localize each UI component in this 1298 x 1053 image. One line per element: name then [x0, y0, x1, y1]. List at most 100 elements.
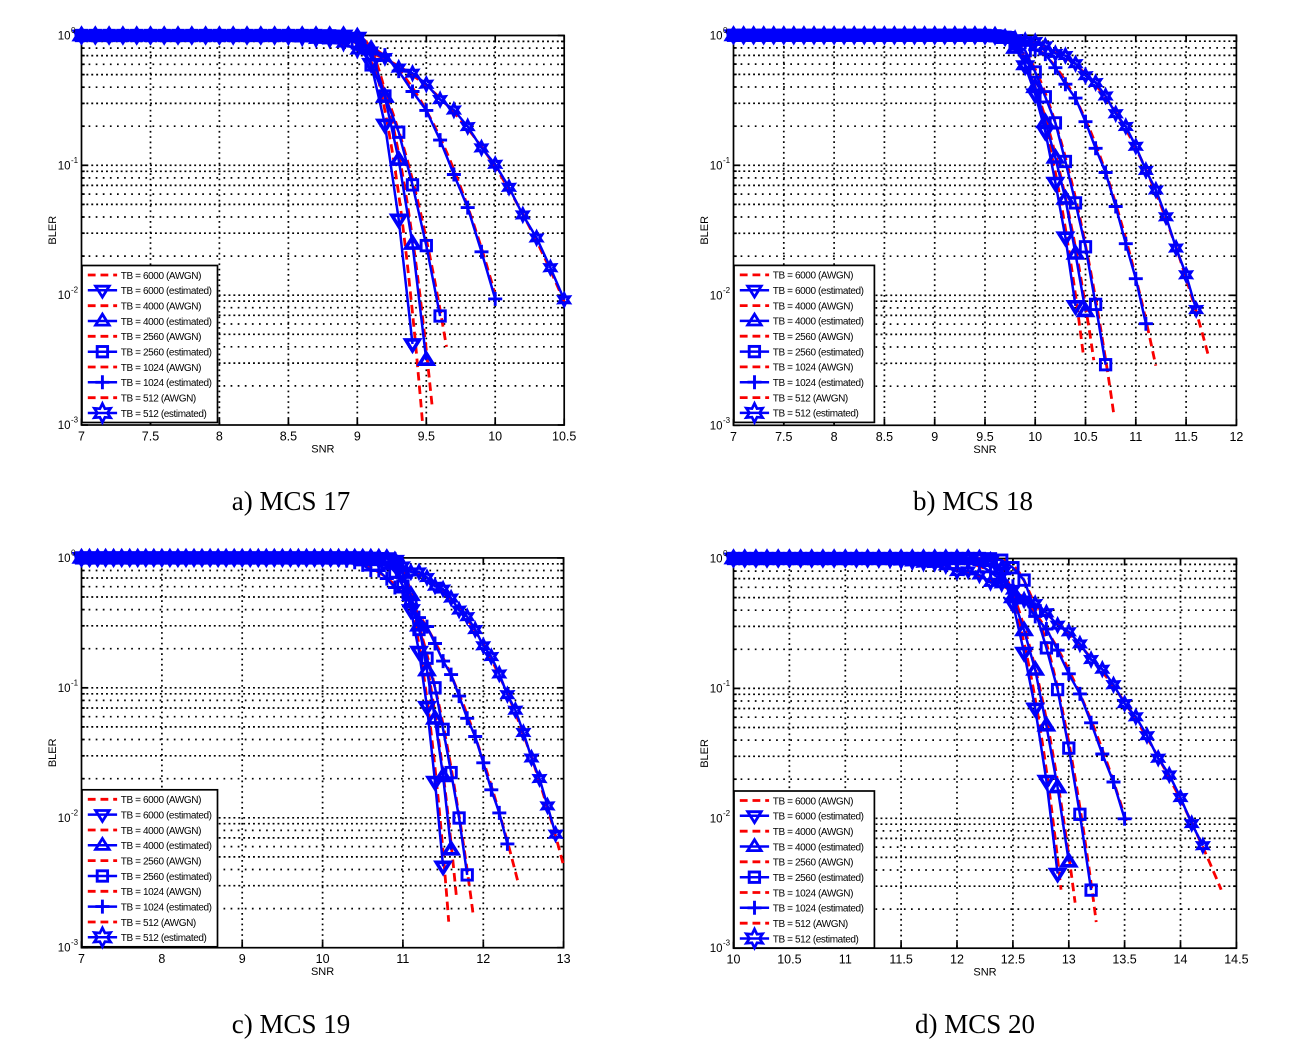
svg-text:8.5: 8.5: [876, 430, 893, 444]
svg-text:TB = 6000 (AWGN): TB = 6000 (AWGN): [121, 795, 201, 806]
svg-text:8.5: 8.5: [280, 430, 297, 444]
svg-text:-3: -3: [71, 416, 79, 425]
svg-text:10: 10: [58, 290, 71, 302]
svg-text:8: 8: [158, 952, 165, 966]
svg-text:TB = 2560 (AWGN): TB = 2560 (AWGN): [773, 858, 853, 869]
svg-text:TB = 4000 (AWGN): TB = 4000 (AWGN): [121, 826, 201, 837]
svg-text:0: 0: [723, 549, 728, 558]
svg-text:SNR: SNR: [311, 444, 334, 456]
svg-text:TB = 6000 (AWGN): TB = 6000 (AWGN): [773, 796, 853, 807]
svg-text:11: 11: [839, 953, 852, 967]
svg-text:10: 10: [58, 420, 71, 432]
svg-text:-1: -1: [71, 678, 79, 687]
svg-text:TB = 2560 (AWGN): TB = 2560 (AWGN): [121, 332, 201, 343]
svg-text:10.5: 10.5: [1073, 430, 1097, 444]
svg-text:BLER: BLER: [47, 738, 59, 767]
svg-text:-1: -1: [723, 679, 731, 688]
svg-text:10: 10: [710, 420, 723, 432]
svg-text:TB = 1024 (estimated): TB = 1024 (estimated): [121, 378, 212, 389]
svg-text:9.5: 9.5: [418, 430, 435, 444]
svg-text:10: 10: [710, 813, 723, 825]
svg-text:-2: -2: [71, 286, 79, 295]
svg-text:9: 9: [239, 952, 246, 966]
svg-text:10: 10: [710, 683, 723, 695]
svg-text:TB = 4000 (AWGN): TB = 4000 (AWGN): [121, 302, 201, 313]
svg-text:TB = 2560 (estimated): TB = 2560 (estimated): [121, 872, 212, 883]
svg-text:10: 10: [58, 160, 71, 172]
svg-text:-3: -3: [71, 938, 79, 947]
svg-text:TB = 2560 (AWGN): TB = 2560 (AWGN): [121, 856, 201, 867]
svg-text:10: 10: [710, 160, 723, 172]
svg-text:TB = 2560 (estimated): TB = 2560 (estimated): [773, 873, 864, 884]
svg-text:-2: -2: [723, 286, 731, 295]
svg-text:9.5: 9.5: [976, 430, 993, 444]
svg-text:TB = 4000 (estimated): TB = 4000 (estimated): [773, 317, 864, 328]
svg-text:TB = 512 (AWGN): TB = 512 (AWGN): [121, 394, 196, 405]
svg-text:TB = 1024 (AWGN): TB = 1024 (AWGN): [773, 888, 853, 899]
svg-text:TB = 4000 (estimated): TB = 4000 (estimated): [773, 842, 864, 853]
svg-text:SNR: SNR: [973, 967, 996, 979]
svg-text:8: 8: [216, 430, 223, 444]
svg-text:13: 13: [1062, 953, 1076, 967]
svg-text:10: 10: [710, 30, 723, 42]
svg-text:7: 7: [78, 430, 85, 444]
svg-text:BLER: BLER: [699, 216, 711, 245]
svg-text:TB = 512 (AWGN): TB = 512 (AWGN): [773, 919, 848, 930]
svg-text:10: 10: [58, 31, 71, 43]
svg-text:d) MCS 20: d) MCS 20: [915, 1009, 1035, 1039]
svg-text:10: 10: [58, 553, 71, 565]
svg-text:10: 10: [488, 430, 502, 444]
svg-text:-2: -2: [723, 809, 731, 818]
svg-text:TB = 1024 (estimated): TB = 1024 (estimated): [773, 904, 864, 915]
svg-text:13: 13: [557, 952, 571, 966]
svg-text:TB = 4000 (AWGN): TB = 4000 (AWGN): [773, 301, 853, 312]
svg-text:8: 8: [831, 430, 838, 444]
svg-text:10: 10: [58, 943, 71, 955]
svg-text:TB = 6000 (estimated): TB = 6000 (estimated): [121, 286, 212, 297]
svg-text:12.5: 12.5: [1001, 953, 1025, 967]
svg-text:SNR: SNR: [973, 444, 996, 456]
svg-text:7.5: 7.5: [142, 430, 159, 444]
svg-text:-3: -3: [723, 416, 731, 425]
svg-text:10.5: 10.5: [552, 430, 576, 444]
svg-text:10: 10: [727, 953, 741, 967]
svg-text:0: 0: [723, 26, 728, 35]
svg-text:7.5: 7.5: [775, 430, 792, 444]
svg-text:12: 12: [1229, 430, 1243, 444]
svg-text:TB = 2560 (estimated): TB = 2560 (estimated): [773, 347, 864, 358]
svg-text:14.5: 14.5: [1224, 953, 1248, 967]
svg-text:0: 0: [71, 548, 76, 557]
svg-text:12: 12: [950, 953, 964, 967]
svg-text:TB = 6000 (estimated): TB = 6000 (estimated): [121, 810, 212, 821]
svg-text:TB = 6000 (estimated): TB = 6000 (estimated): [773, 286, 864, 297]
svg-text:a) MCS 17: a) MCS 17: [232, 486, 351, 516]
svg-text:13.5: 13.5: [1112, 953, 1136, 967]
svg-text:TB = 512 (estimated): TB = 512 (estimated): [121, 409, 207, 420]
svg-text:-3: -3: [723, 939, 731, 948]
svg-text:TB = 1024 (AWGN): TB = 1024 (AWGN): [773, 363, 853, 374]
svg-text:TB = 2560 (estimated): TB = 2560 (estimated): [121, 348, 212, 359]
svg-text:10.5: 10.5: [777, 953, 801, 967]
svg-text:TB = 512 (estimated): TB = 512 (estimated): [773, 934, 859, 945]
svg-text:TB = 1024 (AWGN): TB = 1024 (AWGN): [121, 363, 201, 374]
svg-text:c) MCS 19: c) MCS 19: [232, 1009, 351, 1039]
svg-text:TB = 2560 (AWGN): TB = 2560 (AWGN): [773, 332, 853, 343]
svg-text:11.5: 11.5: [1174, 430, 1197, 444]
svg-text:7: 7: [730, 430, 737, 444]
svg-text:TB = 512 (AWGN): TB = 512 (AWGN): [121, 918, 196, 929]
svg-text:11: 11: [1129, 430, 1142, 444]
svg-text:7: 7: [78, 952, 85, 966]
svg-text:-1: -1: [723, 156, 731, 165]
svg-text:10: 10: [316, 952, 330, 966]
svg-text:10: 10: [710, 943, 723, 955]
svg-text:10: 10: [710, 554, 723, 566]
svg-text:TB = 1024 (estimated): TB = 1024 (estimated): [773, 378, 864, 389]
svg-text:TB = 512 (estimated): TB = 512 (estimated): [121, 933, 207, 944]
svg-text:10: 10: [58, 683, 71, 695]
svg-text:-1: -1: [71, 156, 79, 165]
svg-text:TB = 4000 (estimated): TB = 4000 (estimated): [121, 841, 212, 852]
svg-text:TB = 6000 (AWGN): TB = 6000 (AWGN): [121, 271, 201, 282]
svg-text:11.5: 11.5: [889, 953, 912, 967]
svg-text:9: 9: [354, 430, 361, 444]
svg-text:TB = 4000 (AWGN): TB = 4000 (AWGN): [773, 827, 853, 838]
